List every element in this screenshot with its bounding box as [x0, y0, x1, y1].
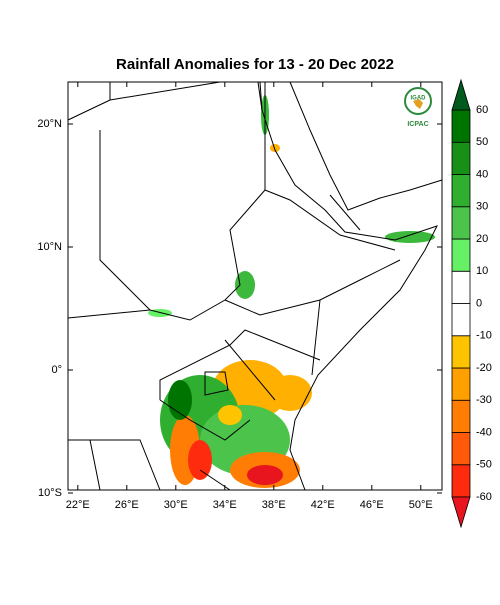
lat-tick-label: 10°S: [38, 487, 62, 499]
colorbar-bin: [451, 367, 471, 401]
colorbar-bin: [451, 464, 471, 498]
logo-org: ICPAC: [407, 121, 428, 128]
title: Rainfall Anomalies for 13 - 20 Dec 2022: [116, 56, 394, 73]
colorbar-label: -60: [476, 491, 492, 503]
lon-tick-label: 46°E: [360, 499, 384, 511]
colorbar-bin: [451, 335, 471, 369]
logo-name: IGAD: [411, 96, 427, 102]
colorbar-label: 20: [476, 233, 488, 245]
colorbar-label: -10: [476, 330, 492, 342]
colorbar-bin: [451, 141, 471, 175]
colorbar-bin: [451, 206, 471, 240]
colorbar-label: 50: [476, 136, 488, 148]
logo: IGAD ICPAC: [404, 87, 432, 128]
colorbar-bin: [451, 303, 471, 337]
colorbar-label: 40: [476, 168, 488, 180]
colorbar-bin: [451, 174, 471, 208]
colorbar-low: [451, 496, 471, 529]
colorbar-label: -30: [476, 394, 492, 406]
colorbar-bin: [451, 238, 471, 272]
colorbar-label: -50: [476, 459, 492, 471]
lon-tick-label: 38°E: [262, 499, 286, 511]
lat-tick-label: 20°N: [37, 118, 62, 130]
colorbar-label: 0: [476, 297, 482, 309]
lat-tick-label: 10°N: [37, 241, 62, 253]
colorbar-bin: [451, 432, 471, 466]
lon-tick-label: 26°E: [115, 499, 139, 511]
colorbar-label: -20: [476, 362, 492, 374]
lon-tick-label: 42°E: [311, 499, 335, 511]
lat-tick-label: 0°: [51, 364, 62, 376]
colorbar-label: -40: [476, 426, 492, 438]
map-frame: [67, 81, 443, 491]
lon-tick-label: 30°E: [164, 499, 188, 511]
lon-tick-label: 22°E: [66, 499, 90, 511]
colorbar-high: [451, 78, 471, 111]
colorbar-label: 60: [476, 104, 488, 116]
colorbar-bin: [451, 399, 471, 433]
lon-tick-label: 50°E: [409, 499, 433, 511]
coastlines: [67, 81, 443, 491]
colorbar-label: 30: [476, 201, 488, 213]
colorbar-bin: [451, 270, 471, 304]
colorbar-bin: [451, 109, 471, 143]
colorbar-label: 10: [476, 265, 488, 277]
lon-tick-label: 34°E: [213, 499, 237, 511]
rainfall-anomaly: [148, 95, 435, 488]
